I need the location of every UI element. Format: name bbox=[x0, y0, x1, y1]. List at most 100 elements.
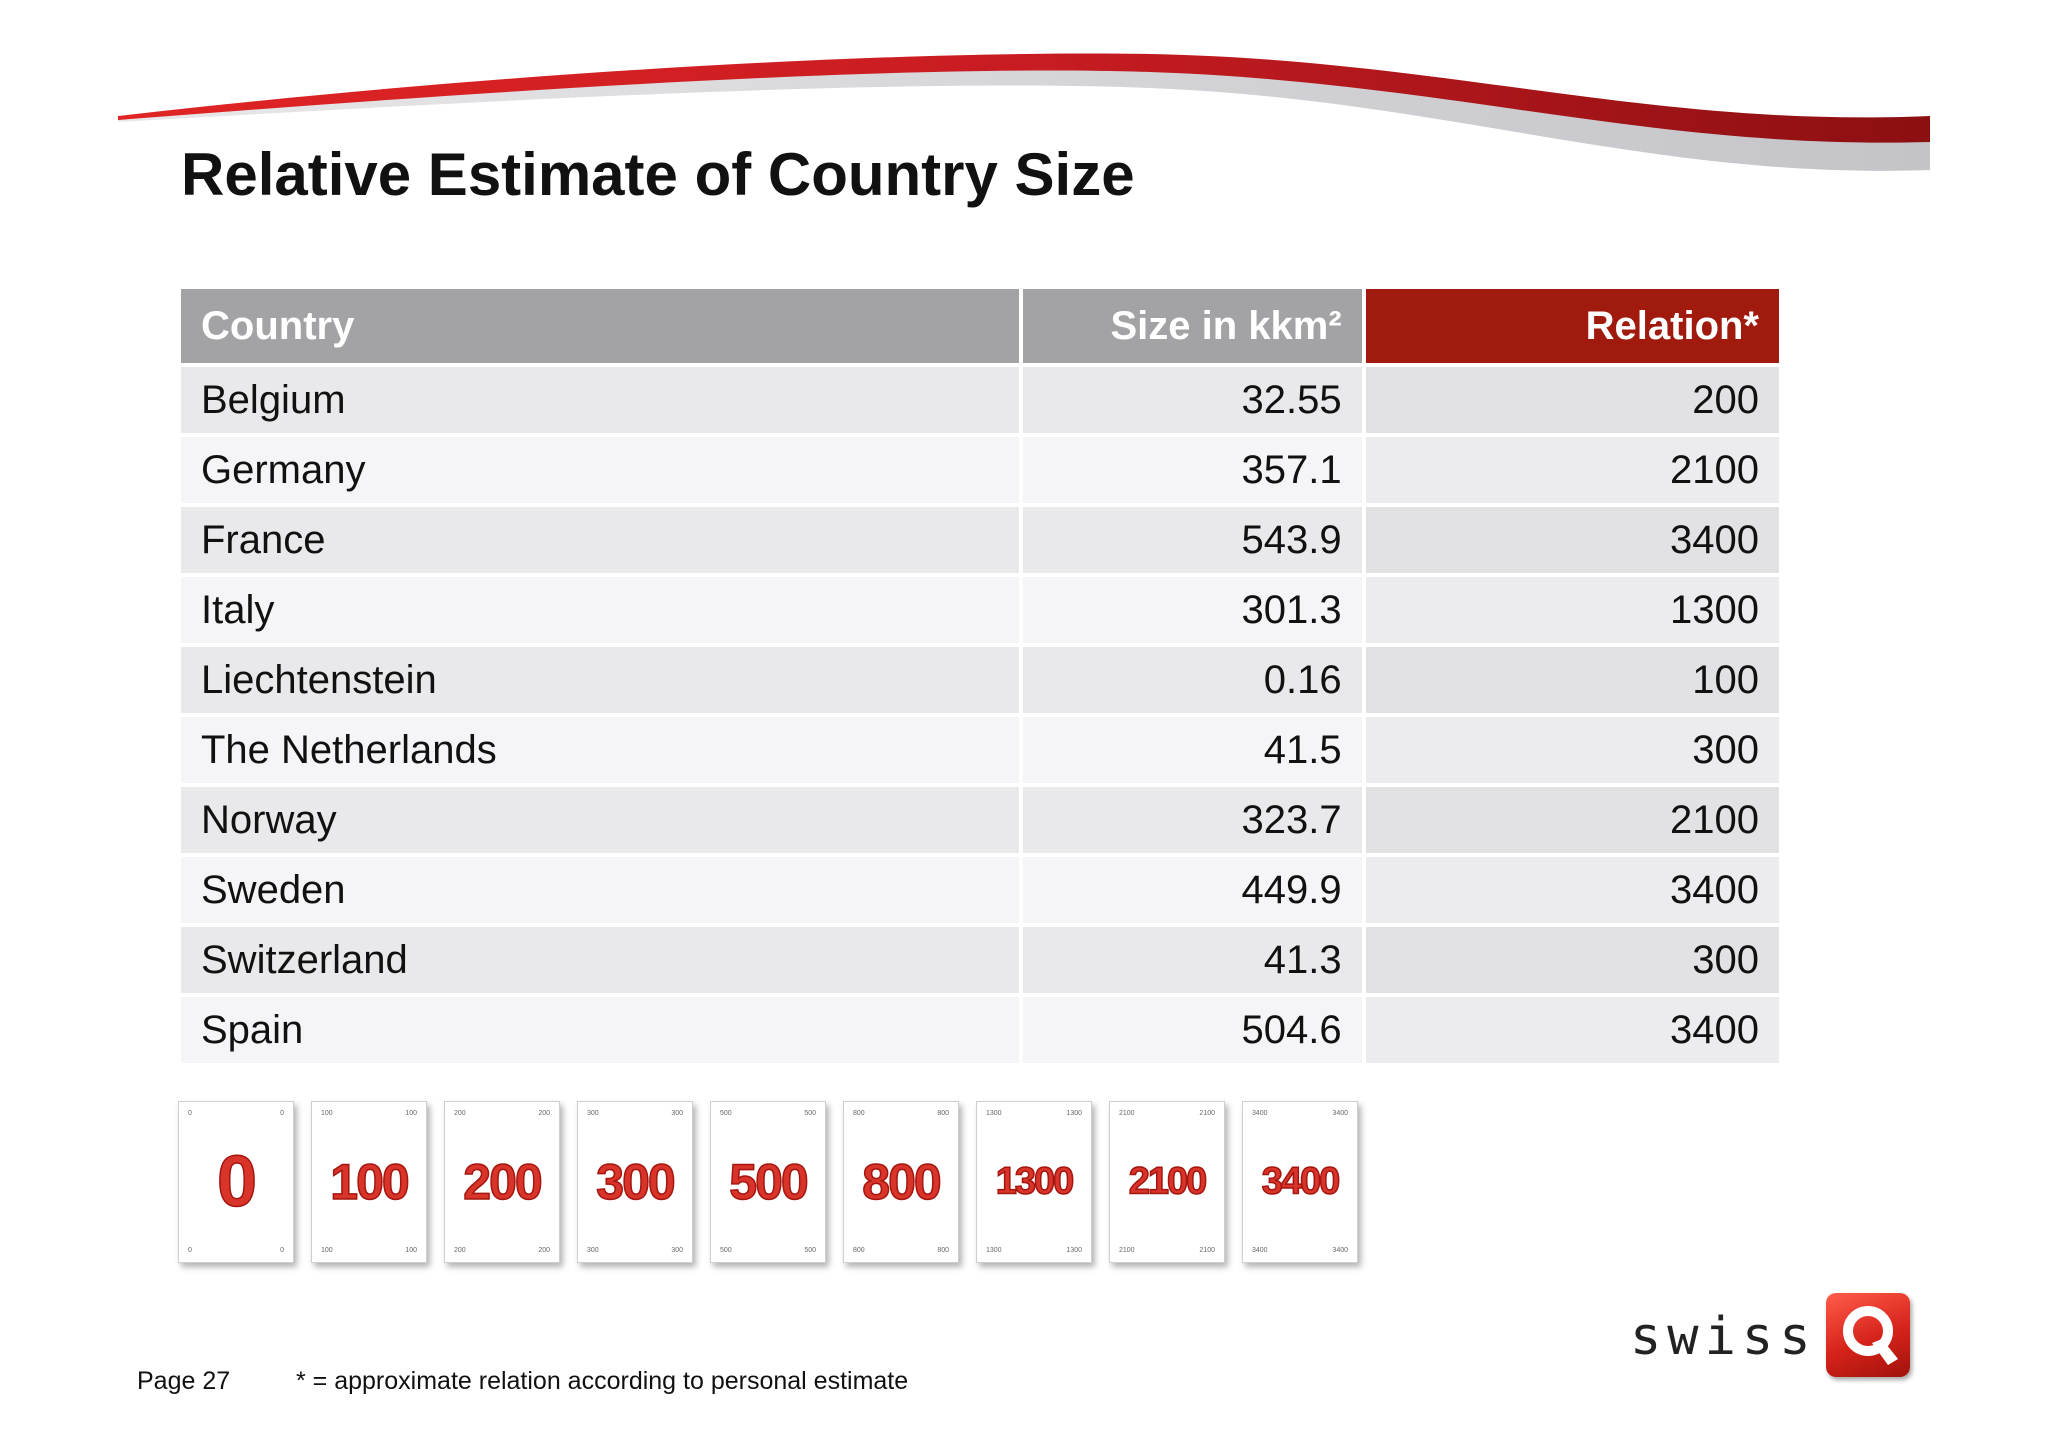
cell-size: 41.3 bbox=[1023, 927, 1362, 993]
card-corner-value: 500 bbox=[804, 1247, 816, 1254]
table-row: Spain 504.6 3400 bbox=[181, 997, 1779, 1063]
estimation-card: 0 0 0 0 0 bbox=[178, 1101, 294, 1263]
card-corner-value: 0 bbox=[280, 1110, 284, 1117]
card-corner-value: 200 bbox=[454, 1247, 466, 1254]
card-corner-value: 500 bbox=[720, 1247, 732, 1254]
card-corner-value: 300 bbox=[671, 1247, 683, 1254]
estimation-card: 500 500 500 500 500 bbox=[710, 1101, 826, 1263]
card-corner-value: 1300 bbox=[1066, 1110, 1082, 1117]
card-corner-value: 800 bbox=[937, 1110, 949, 1117]
card-value: 2100 bbox=[1128, 1160, 1208, 1204]
cell-relation: 2100 bbox=[1365, 437, 1779, 503]
card-corner-value: 3400 bbox=[1332, 1110, 1348, 1117]
cell-size: 357.1 bbox=[1023, 437, 1362, 503]
card-corner-value: 2100 bbox=[1199, 1110, 1215, 1117]
card-value: 1300 bbox=[995, 1160, 1075, 1204]
cell-country: Spain bbox=[181, 997, 1020, 1063]
card-corner-value: 100 bbox=[321, 1110, 333, 1117]
header-swoosh bbox=[118, 53, 1930, 171]
card-corner-value: 0 bbox=[280, 1247, 284, 1254]
card-corner-value: 3400 bbox=[1332, 1247, 1348, 1254]
estimation-cards: 0 0 0 0 0 100 100 100 100 100 200 200 20… bbox=[178, 1101, 1358, 1263]
cell-size: 41.5 bbox=[1023, 717, 1362, 783]
cell-country: The Netherlands bbox=[181, 717, 1020, 783]
page-number: Page 27 bbox=[137, 1367, 231, 1395]
page-title: Relative Estimate of Country Size bbox=[181, 141, 1135, 208]
card-corner-value: 500 bbox=[720, 1110, 732, 1117]
table-row: Belgium 32.55 200 bbox=[181, 367, 1779, 433]
logo-q-icon bbox=[1826, 1293, 1910, 1377]
card-corner-value: 100 bbox=[405, 1247, 417, 1254]
cell-country: Liechtenstein bbox=[181, 647, 1020, 713]
estimation-card: 2100 2100 2100 2100 2100 bbox=[1109, 1101, 1225, 1263]
table-row: Italy 301.3 1300 bbox=[181, 577, 1779, 643]
swissq-logo: swiss bbox=[1630, 1293, 1915, 1383]
table-row: Norway 323.7 2100 bbox=[181, 787, 1779, 853]
header-country: Country bbox=[181, 289, 1020, 363]
card-corner-value: 800 bbox=[853, 1247, 865, 1254]
estimation-card: 1300 1300 1300 1300 1300 bbox=[976, 1101, 1092, 1263]
logo-wordmark: swiss bbox=[1630, 1307, 1817, 1367]
card-corner-value: 1300 bbox=[1066, 1247, 1082, 1254]
table-row: Sweden 449.9 3400 bbox=[181, 857, 1779, 923]
table-row: Germany 357.1 2100 bbox=[181, 437, 1779, 503]
footnote: * = approximate relation according to pe… bbox=[296, 1367, 909, 1395]
cell-size: 32.55 bbox=[1023, 367, 1362, 433]
estimation-card: 200 200 200 200 200 bbox=[444, 1101, 560, 1263]
card-corner-value: 200 bbox=[538, 1110, 550, 1117]
card-corner-value: 3400 bbox=[1252, 1247, 1268, 1254]
card-corner-value: 500 bbox=[804, 1110, 816, 1117]
cell-relation: 100 bbox=[1365, 647, 1779, 713]
card-corner-value: 2100 bbox=[1199, 1247, 1215, 1254]
card-corner-value: 300 bbox=[587, 1247, 599, 1254]
header-size: Size in kkm² bbox=[1023, 289, 1362, 363]
card-corner-value: 200 bbox=[538, 1247, 550, 1254]
table-row: The Netherlands 41.5 300 bbox=[181, 717, 1779, 783]
card-corner-value: 2100 bbox=[1119, 1247, 1135, 1254]
cell-relation: 200 bbox=[1365, 367, 1779, 433]
cell-country: Switzerland bbox=[181, 927, 1020, 993]
card-value: 500 bbox=[729, 1153, 810, 1211]
card-corner-value: 0 bbox=[188, 1247, 192, 1254]
cell-country: Norway bbox=[181, 787, 1020, 853]
card-value: 3400 bbox=[1261, 1160, 1341, 1204]
card-value: 300 bbox=[596, 1153, 677, 1211]
cell-relation: 1300 bbox=[1365, 577, 1779, 643]
cell-relation: 2100 bbox=[1365, 787, 1779, 853]
estimation-card: 3400 3400 3400 3400 3400 bbox=[1242, 1101, 1358, 1263]
estimation-card: 800 800 800 800 800 bbox=[843, 1101, 959, 1263]
cell-size: 0.16 bbox=[1023, 647, 1362, 713]
cell-size: 543.9 bbox=[1023, 507, 1362, 573]
table-row: France 543.9 3400 bbox=[181, 507, 1779, 573]
cell-country: Sweden bbox=[181, 857, 1020, 923]
cell-country: France bbox=[181, 507, 1020, 573]
card-corner-value: 3400 bbox=[1252, 1110, 1268, 1117]
table-row: Switzerland 41.3 300 bbox=[181, 927, 1779, 993]
country-size-table: Country Size in kkm² Relation* Belgium 3… bbox=[177, 285, 1783, 1067]
table-header-row: Country Size in kkm² Relation* bbox=[181, 289, 1779, 363]
card-corner-value: 800 bbox=[937, 1247, 949, 1254]
cell-relation: 3400 bbox=[1365, 997, 1779, 1063]
card-corner-value: 100 bbox=[405, 1110, 417, 1117]
header-relation: Relation* bbox=[1365, 289, 1779, 363]
cell-country: Germany bbox=[181, 437, 1020, 503]
cell-relation: 300 bbox=[1365, 717, 1779, 783]
cell-relation: 300 bbox=[1365, 927, 1779, 993]
card-corner-value: 200 bbox=[454, 1110, 466, 1117]
cell-country: Belgium bbox=[181, 367, 1020, 433]
cell-size: 504.6 bbox=[1023, 997, 1362, 1063]
card-corner-value: 1300 bbox=[986, 1110, 1002, 1117]
cell-size: 301.3 bbox=[1023, 577, 1362, 643]
cell-size: 323.7 bbox=[1023, 787, 1362, 853]
card-value: 800 bbox=[862, 1153, 943, 1211]
cell-relation: 3400 bbox=[1365, 507, 1779, 573]
card-value: 0 bbox=[216, 1141, 258, 1223]
cell-relation: 3400 bbox=[1365, 857, 1779, 923]
card-corner-value: 300 bbox=[671, 1110, 683, 1117]
estimation-card: 300 300 300 300 300 bbox=[577, 1101, 693, 1263]
cell-size: 449.9 bbox=[1023, 857, 1362, 923]
estimation-card: 100 100 100 100 100 bbox=[311, 1101, 427, 1263]
card-value: 200 bbox=[463, 1153, 544, 1211]
card-corner-value: 300 bbox=[587, 1110, 599, 1117]
card-corner-value: 100 bbox=[321, 1247, 333, 1254]
